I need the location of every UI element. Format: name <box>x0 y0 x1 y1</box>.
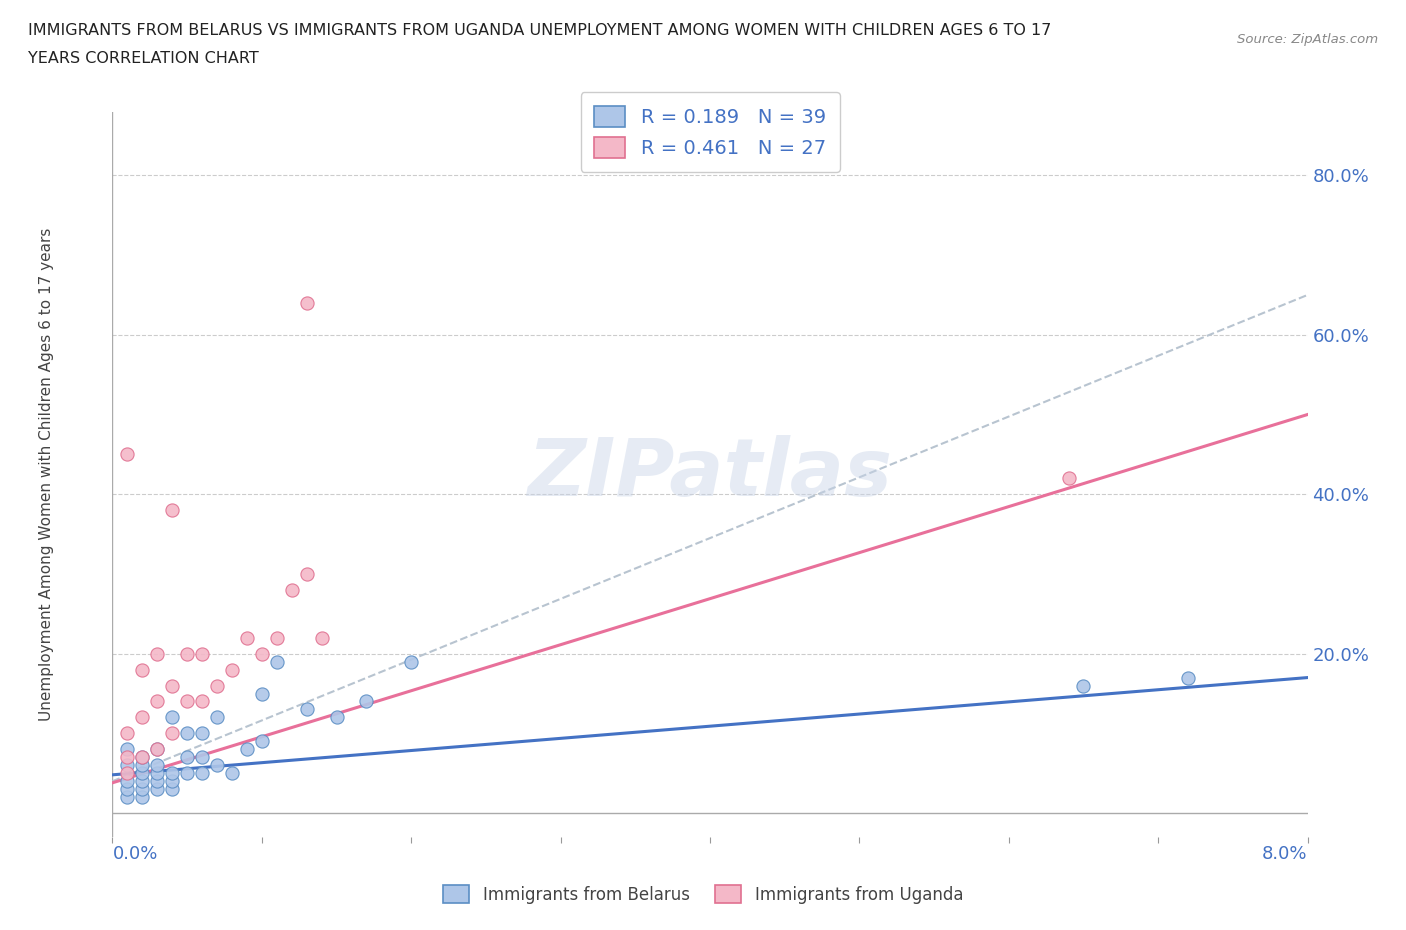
Point <box>131 774 153 789</box>
Point <box>191 646 214 661</box>
Point <box>162 726 183 741</box>
Point <box>117 742 139 757</box>
Point <box>131 662 153 677</box>
Legend: Immigrants from Belarus, Immigrants from Uganda: Immigrants from Belarus, Immigrants from… <box>436 879 970 910</box>
Point <box>162 678 183 693</box>
Point <box>146 694 169 709</box>
Point <box>176 646 198 661</box>
Point <box>162 710 183 724</box>
Point <box>191 750 214 764</box>
Point <box>117 726 139 741</box>
Point <box>131 710 153 724</box>
Point <box>295 296 318 311</box>
Point <box>146 742 169 757</box>
Point <box>117 750 139 764</box>
Point <box>117 447 139 462</box>
Point <box>401 654 423 669</box>
Point <box>117 782 139 797</box>
Point <box>191 765 214 780</box>
Point <box>266 631 288 645</box>
Point <box>236 742 259 757</box>
Point <box>162 774 183 789</box>
Point <box>131 758 153 773</box>
Point <box>221 765 243 780</box>
Text: IMMIGRANTS FROM BELARUS VS IMMIGRANTS FROM UGANDA UNEMPLOYMENT AMONG WOMEN WITH : IMMIGRANTS FROM BELARUS VS IMMIGRANTS FR… <box>28 23 1052 38</box>
Point <box>250 734 273 749</box>
Point <box>131 750 153 764</box>
Point <box>205 710 228 724</box>
Point <box>266 654 288 669</box>
Point <box>176 750 198 764</box>
Point <box>236 631 259 645</box>
Text: Unemployment Among Women with Children Ages 6 to 17 years: Unemployment Among Women with Children A… <box>39 228 55 721</box>
Point <box>205 758 228 773</box>
Point <box>221 662 243 677</box>
Point <box>176 694 198 709</box>
Point <box>117 765 139 780</box>
Point <box>1057 471 1080 485</box>
Point <box>295 566 318 581</box>
Text: Source: ZipAtlas.com: Source: ZipAtlas.com <box>1237 33 1378 46</box>
Text: YEARS CORRELATION CHART: YEARS CORRELATION CHART <box>28 51 259 66</box>
Point <box>146 774 169 789</box>
Point <box>146 646 169 661</box>
Point <box>176 726 198 741</box>
Point <box>131 790 153 804</box>
Point <box>356 694 378 709</box>
Point <box>250 646 273 661</box>
Point <box>1073 678 1095 693</box>
Point <box>146 758 169 773</box>
Text: 0.0%: 0.0% <box>112 845 157 863</box>
Point <box>117 790 139 804</box>
Point <box>295 702 318 717</box>
Point <box>162 503 183 518</box>
Point <box>131 765 153 780</box>
Point <box>131 750 153 764</box>
Point <box>146 742 169 757</box>
Point <box>117 774 139 789</box>
Point <box>146 765 169 780</box>
Point <box>162 782 183 797</box>
Point <box>176 765 198 780</box>
Point <box>131 782 153 797</box>
Point <box>205 678 228 693</box>
Point <box>191 694 214 709</box>
Point <box>162 765 183 780</box>
Text: 8.0%: 8.0% <box>1263 845 1308 863</box>
Point <box>191 726 214 741</box>
Point <box>146 782 169 797</box>
Point <box>250 686 273 701</box>
Point <box>311 631 333 645</box>
Point <box>325 710 347 724</box>
Point <box>1177 671 1199 685</box>
Point <box>281 582 304 597</box>
Legend: R = 0.189   N = 39, R = 0.461   N = 27: R = 0.189 N = 39, R = 0.461 N = 27 <box>581 92 839 172</box>
Point <box>117 758 139 773</box>
Text: ZIPatlas: ZIPatlas <box>527 435 893 513</box>
